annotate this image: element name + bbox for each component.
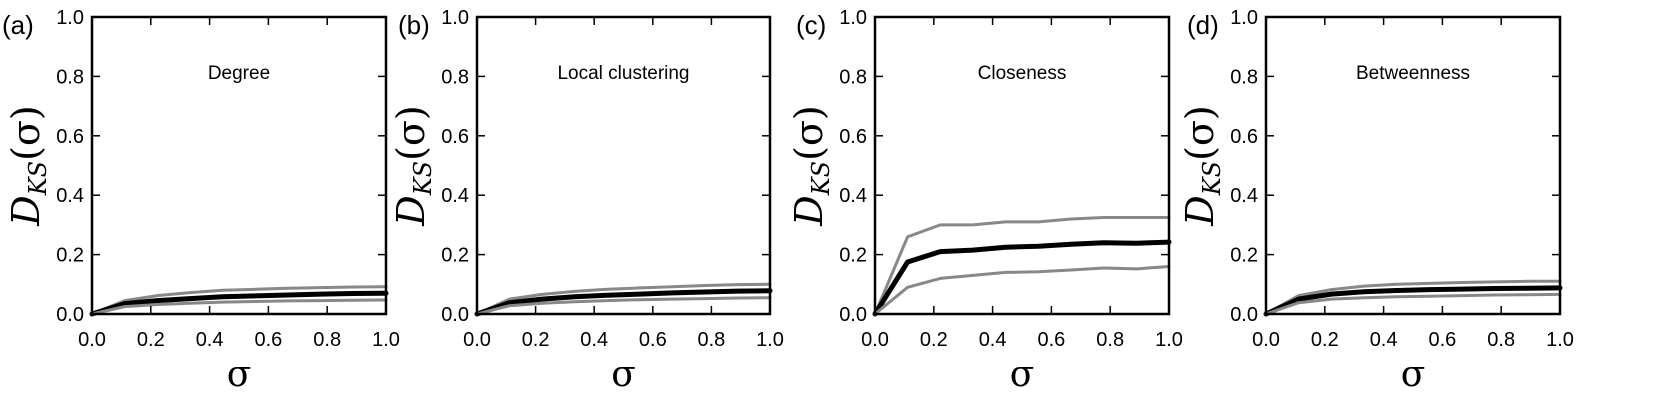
x-tick-label: 0.4	[196, 329, 224, 351]
y-axis-label-main: D	[4, 195, 48, 226]
y-tick-label: 0.0	[839, 304, 867, 326]
x-tick-label: 0.8	[1487, 329, 1515, 351]
y-tick-label: 0.8	[1230, 66, 1258, 88]
x-axis-label: σ	[1010, 354, 1035, 395]
series-line-lower	[90, 298, 388, 316]
panel-title: Betweenness	[1356, 63, 1470, 84]
y-tick-label: 0.8	[441, 66, 469, 88]
x-tick-label: 0.0	[1252, 329, 1280, 351]
y-axis-label-sub: KS	[409, 161, 437, 196]
x-tick-label: 0.4	[979, 329, 1007, 351]
panel-a: 0.0 0.2 0.4 0.6 0.8 1.0 0.0 0.2 0.4 0.6 0.8 1.0 Degr…	[2, 7, 400, 395]
x-tick-label: 0.2	[137, 329, 165, 351]
y-tick-label: 0.8	[56, 66, 84, 88]
series-line-lower	[1264, 292, 1562, 316]
y-tick-label: 0.6	[1230, 126, 1258, 148]
y-axis-label-sub: KS	[1198, 161, 1226, 196]
series-line-lower	[873, 265, 1171, 316]
y-axis-label: DKS(σ)	[4, 105, 52, 226]
x-tick-label: 1.0	[1155, 329, 1183, 351]
y-tick-label: 0.4	[1230, 185, 1258, 207]
x-tick-label: 0.4	[1370, 329, 1398, 351]
y-axis-label-main: D	[787, 195, 831, 226]
y-axis-label-arg: (σ)	[1178, 105, 1222, 161]
panel-d: 0.0 0.2 0.4 0.6 0.8 1.0 0.0 0.2 0.4 0.6 0.8 1.0 Betw…	[1178, 7, 1574, 395]
panel-letter: (d)	[1187, 10, 1219, 40]
plot-frame	[90, 15, 388, 316]
y-tick-label: 0.2	[441, 245, 469, 267]
x-axis-label: σ	[611, 354, 636, 395]
y-tick-label: 0.2	[839, 245, 867, 267]
panel-letter: (c)	[796, 10, 826, 40]
y-tick-label: 0.4	[839, 185, 867, 207]
y-tick-label: 0.6	[441, 126, 469, 148]
y-axis-label: DKS(σ)	[389, 105, 437, 226]
series-line-upper	[873, 216, 1171, 316]
y-axis-label-arg: (σ)	[4, 105, 48, 161]
y-axis-label-main: D	[1178, 195, 1222, 226]
y-axis-label-arg: (σ)	[787, 105, 831, 161]
series-line-mean	[1263, 285, 1563, 317]
y-tick-label: 0.2	[56, 245, 84, 267]
y-axis-label-arg: (σ)	[389, 105, 433, 161]
x-tick-label: 0.0	[463, 329, 491, 351]
series-line-mean	[872, 239, 1172, 317]
x-tick-label: 1.0	[1546, 329, 1574, 351]
series-line-lower	[475, 296, 772, 316]
panel-b: 0.0 0.2 0.4 0.6 0.8 1.0 0.0 0.2 0.4 0.6 0.8 1.0 Loca…	[389, 7, 784, 395]
y-tick-label: 1.0	[839, 7, 867, 29]
plot-frame	[873, 15, 1171, 316]
x-tick-label: 0.2	[522, 329, 550, 351]
series-line-mean	[474, 288, 773, 317]
y-tick-label: 0.4	[441, 185, 469, 207]
y-axis-label-sub: KS	[24, 161, 52, 196]
y-tick-label: 0.6	[839, 126, 867, 148]
y-tick-label: 1.0	[56, 7, 84, 29]
x-tick-label: 0.6	[254, 329, 282, 351]
y-tick-label: 1.0	[441, 7, 469, 29]
y-axis-label-main: D	[389, 195, 433, 226]
y-tick-label: 0.4	[56, 185, 84, 207]
y-tick-label: 0.0	[1230, 304, 1258, 326]
y-axis-label-sub: KS	[807, 161, 835, 196]
x-tick-label: 0.6	[639, 329, 667, 351]
series-line-upper	[475, 282, 772, 316]
x-tick-label: 0.0	[861, 329, 889, 351]
y-tick-label: 0.0	[441, 304, 469, 326]
x-tick-label: 0.6	[1428, 329, 1456, 351]
panel-letter: (a)	[2, 10, 34, 40]
x-tick-label: 1.0	[372, 329, 400, 351]
x-tick-label: 0.0	[78, 329, 106, 351]
panel-c: 0.0 0.2 0.4 0.6 0.8 1.0 0.0 0.2 0.4 0.6 0.8 1.0 Clos…	[787, 7, 1183, 395]
panel-title: Degree	[208, 63, 270, 84]
panel-title: Closeness	[978, 63, 1067, 84]
series-line-upper	[1264, 279, 1562, 316]
series-line-upper	[90, 285, 388, 316]
y-tick-label: 0.6	[56, 126, 84, 148]
y-tick-label: 0.0	[56, 304, 84, 326]
x-tick-label: 0.8	[1096, 329, 1124, 351]
y-tick-label: 0.2	[1230, 245, 1258, 267]
plot-frame	[475, 15, 772, 316]
series-line-mean	[89, 290, 389, 317]
x-tick-label: 1.0	[756, 329, 784, 351]
y-axis-label: DKS(σ)	[787, 105, 835, 226]
y-tick-label: 0.8	[839, 66, 867, 88]
plot-frame	[1264, 15, 1562, 316]
y-axis-label: DKS(σ)	[1178, 105, 1226, 226]
x-tick-label: 0.4	[580, 329, 608, 351]
x-tick-label: 0.2	[920, 329, 948, 351]
y-tick-label: 1.0	[1230, 7, 1258, 29]
x-tick-label: 0.6	[1037, 329, 1065, 351]
panel-letter: (b)	[398, 10, 430, 40]
x-tick-label: 0.8	[313, 329, 341, 351]
x-tick-label: 0.8	[697, 329, 725, 351]
x-axis-label: σ	[227, 354, 252, 395]
panel-title: Local clustering	[557, 63, 689, 84]
x-tick-label: 0.2	[1311, 329, 1339, 351]
x-axis-label: σ	[1401, 354, 1426, 395]
